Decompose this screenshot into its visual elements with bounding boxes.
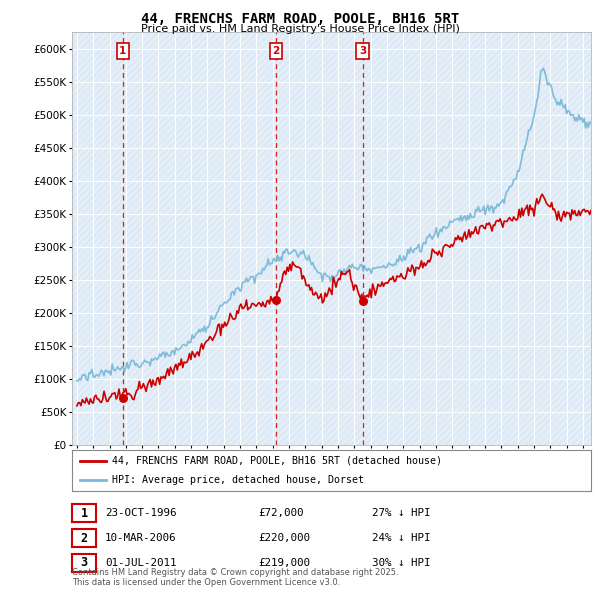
- Text: 01-JUL-2011: 01-JUL-2011: [105, 558, 176, 568]
- Text: 2: 2: [80, 532, 88, 545]
- Text: Price paid vs. HM Land Registry's House Price Index (HPI): Price paid vs. HM Land Registry's House …: [140, 24, 460, 34]
- Text: 44, FRENCHS FARM ROAD, POOLE, BH16 5RT: 44, FRENCHS FARM ROAD, POOLE, BH16 5RT: [141, 12, 459, 26]
- Text: 2: 2: [272, 46, 280, 56]
- Text: 23-OCT-1996: 23-OCT-1996: [105, 509, 176, 518]
- Text: 44, FRENCHS FARM ROAD, POOLE, BH16 5RT (detached house): 44, FRENCHS FARM ROAD, POOLE, BH16 5RT (…: [112, 455, 442, 466]
- Text: 3: 3: [80, 556, 88, 569]
- Text: 10-MAR-2006: 10-MAR-2006: [105, 533, 176, 543]
- Text: HPI: Average price, detached house, Dorset: HPI: Average price, detached house, Dors…: [112, 475, 364, 485]
- Text: 1: 1: [119, 46, 127, 56]
- Text: 3: 3: [359, 46, 366, 56]
- Text: £72,000: £72,000: [258, 509, 304, 518]
- Text: Contains HM Land Registry data © Crown copyright and database right 2025.
This d: Contains HM Land Registry data © Crown c…: [72, 568, 398, 587]
- Text: 27% ↓ HPI: 27% ↓ HPI: [372, 509, 431, 518]
- Text: £219,000: £219,000: [258, 558, 310, 568]
- Text: £220,000: £220,000: [258, 533, 310, 543]
- Text: 30% ↓ HPI: 30% ↓ HPI: [372, 558, 431, 568]
- Text: 24% ↓ HPI: 24% ↓ HPI: [372, 533, 431, 543]
- Text: 1: 1: [80, 507, 88, 520]
